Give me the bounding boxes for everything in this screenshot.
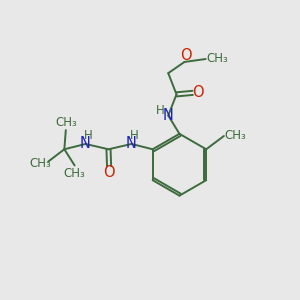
Text: N: N	[163, 108, 174, 123]
Text: CH₃: CH₃	[64, 167, 86, 180]
Text: CH₃: CH₃	[206, 52, 228, 65]
Text: O: O	[180, 48, 192, 63]
Text: CH₃: CH₃	[29, 157, 51, 170]
Text: H: H	[156, 104, 164, 117]
Text: CH₃: CH₃	[224, 129, 246, 142]
Text: N: N	[80, 136, 91, 152]
Text: N: N	[126, 136, 137, 152]
Text: O: O	[192, 85, 204, 100]
Text: H: H	[83, 129, 92, 142]
Text: CH₃: CH₃	[55, 116, 77, 129]
Text: H: H	[130, 129, 138, 142]
Text: O: O	[103, 165, 115, 180]
